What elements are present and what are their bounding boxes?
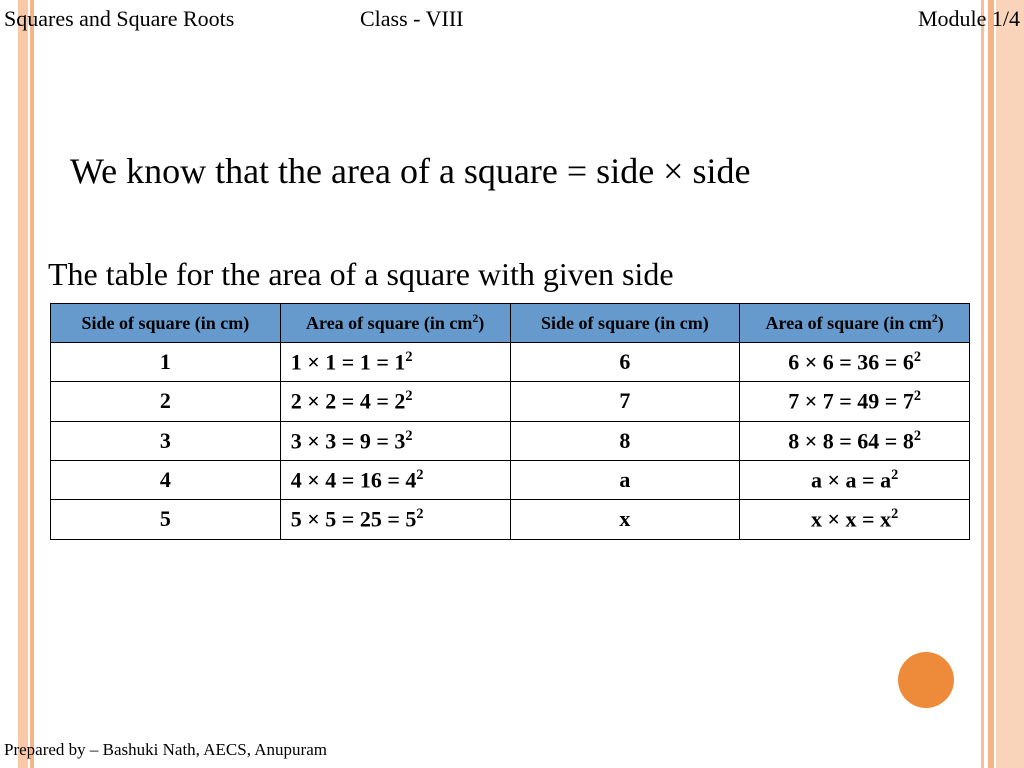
table-cell: 1 × 1 = 1 = 12 (280, 343, 510, 382)
table-cell: 4 (51, 460, 281, 499)
table-cell: x (510, 500, 740, 539)
table-caption: The table for the area of a square with … (48, 256, 674, 293)
table-column-header: Area of square (in cm2) (740, 304, 970, 343)
table-cell: a × a = a2 (740, 460, 970, 499)
table-cell: a (510, 460, 740, 499)
table-cell: 2 (51, 382, 281, 421)
table-column-header: Side of square (in cm) (51, 304, 281, 343)
table-cell: x × x = x2 (740, 500, 970, 539)
table-cell: 2 × 2 = 4 = 22 (280, 382, 510, 421)
left-stripe-1 (18, 0, 28, 768)
table-cell: 5 (51, 500, 281, 539)
table-row: 44 × 4 = 16 = 42aa × a = a2 (51, 460, 970, 499)
table-cell: 7 (510, 382, 740, 421)
table-cell: 8 × 8 = 64 = 82 (740, 421, 970, 460)
left-stripe-2 (30, 0, 34, 768)
table-cell: 4 × 4 = 16 = 42 (280, 460, 510, 499)
right-stripe-3 (981, 0, 984, 768)
footer-text: Prepared by – Bashuki Nath, AECS, Anupur… (4, 740, 327, 760)
table-cell: 6 (510, 343, 740, 382)
decorative-circle-icon (898, 652, 954, 708)
area-table-container: Side of square (in cm)Area of square (in… (50, 303, 970, 540)
table-body: 11 × 1 = 1 = 1266 × 6 = 36 = 6222 × 2 = … (51, 343, 970, 540)
table-cell: 3 × 3 = 9 = 32 (280, 421, 510, 460)
table-cell: 5 × 5 = 25 = 52 (280, 500, 510, 539)
header-left: Squares and Square Roots (0, 6, 360, 32)
table-cell: 1 (51, 343, 281, 382)
table-cell: 3 (51, 421, 281, 460)
table-column-header: Side of square (in cm) (510, 304, 740, 343)
header-center: Class - VIII (360, 6, 660, 32)
table-row: 55 × 5 = 25 = 52xx × x = x2 (51, 500, 970, 539)
table-cell: 7 × 7 = 49 = 72 (740, 382, 970, 421)
table-cell: 8 (510, 421, 740, 460)
right-stripe-2 (988, 0, 994, 768)
main-statement: We know that the area of a square = side… (70, 150, 750, 192)
header-right: Module 1/4 (660, 6, 1024, 32)
table-row: 11 × 1 = 1 = 1266 × 6 = 36 = 62 (51, 343, 970, 382)
area-table: Side of square (in cm)Area of square (in… (50, 303, 970, 540)
slide-header: Squares and Square Roots Class - VIII Mo… (0, 6, 1024, 32)
table-header-row: Side of square (in cm)Area of square (in… (51, 304, 970, 343)
right-stripe-1 (996, 0, 1024, 768)
table-cell: 6 × 6 = 36 = 62 (740, 343, 970, 382)
table-column-header: Area of square (in cm2) (280, 304, 510, 343)
table-row: 22 × 2 = 4 = 2277 × 7 = 49 = 72 (51, 382, 970, 421)
table-row: 33 × 3 = 9 = 3288 × 8 = 64 = 82 (51, 421, 970, 460)
